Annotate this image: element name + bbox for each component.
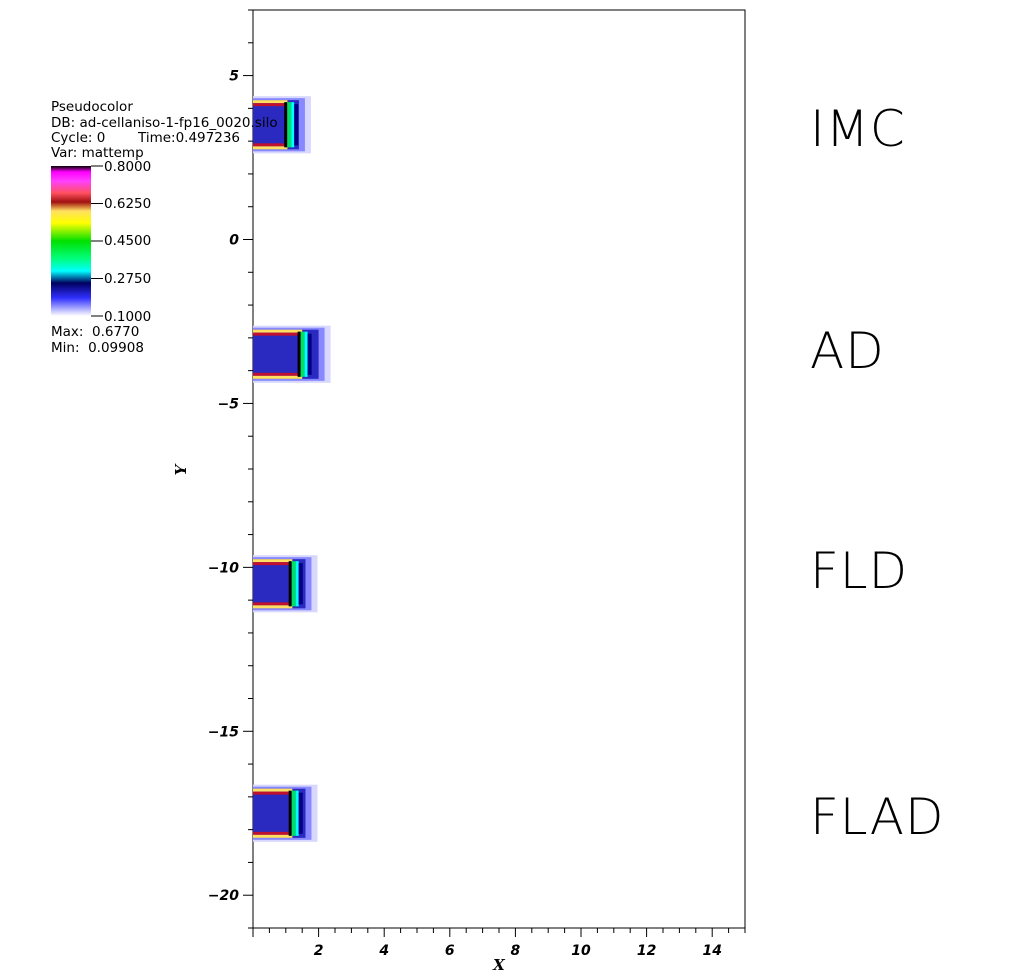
colorbar-tick-label: 0.6250 — [104, 196, 152, 212]
heat-edge — [253, 375, 303, 379]
heat-edge — [253, 791, 293, 795]
label-imc: IMC — [810, 100, 906, 158]
heat-front — [304, 331, 308, 377]
colorbar-tick-label: 0.8000 — [104, 159, 152, 175]
heat-front — [298, 792, 303, 834]
heat-edge — [253, 605, 293, 609]
x-tick-label: 4 — [378, 943, 389, 959]
x-tick-label: 14 — [702, 943, 721, 959]
heat-front — [288, 561, 292, 607]
y-tick-label: −10 — [208, 560, 239, 576]
colorbar — [51, 166, 91, 316]
heat-front — [294, 104, 299, 146]
legend-time: Time:0.497236 — [138, 130, 241, 146]
legend-db: DB: ad-cellaniso-1-fp16_0020.silo — [51, 115, 278, 131]
heat-edge — [253, 559, 293, 563]
x-tick-label: 12 — [637, 943, 656, 959]
heat-edge — [253, 788, 293, 792]
heat-edge — [253, 562, 293, 566]
heat-front — [295, 790, 299, 836]
heat-edge — [253, 372, 303, 376]
heat-edge — [253, 103, 288, 107]
x-tick-label: 2 — [314, 943, 324, 959]
heat-front — [298, 563, 303, 605]
y-tick-label: −5 — [218, 396, 240, 412]
heat-front — [288, 790, 292, 836]
colorbar-tick-label: 0.4500 — [104, 233, 152, 249]
x-axis-title: X — [492, 956, 506, 974]
x-tick-label: 6 — [445, 943, 455, 959]
x-tick-label: 8 — [511, 943, 521, 959]
label-flad: FLAD — [810, 788, 945, 846]
y-tick-label: 5 — [229, 69, 239, 85]
heat-edge — [253, 329, 303, 333]
label-fld: FLD — [810, 542, 909, 600]
heat-front — [300, 331, 305, 377]
heat-edge — [253, 100, 288, 104]
legend-max: Max: 0.6770 — [51, 324, 140, 340]
legend-var: Var: mattemp — [51, 145, 144, 161]
heat-front — [291, 790, 296, 836]
y-tick-label: −15 — [208, 724, 239, 740]
heat-front — [287, 102, 292, 148]
colorbar-tick-label: 0.2750 — [104, 271, 152, 287]
plot-frame — [252, 9, 746, 929]
y-tick-label: 0 — [229, 233, 239, 249]
heatmap-regions — [253, 96, 331, 842]
heat-front — [295, 561, 299, 607]
y-tick-label: −20 — [208, 888, 239, 904]
y-axis-ticks: 5 0 −5 −10 −15 −20 — [208, 9, 253, 929]
heat-front — [297, 331, 301, 377]
colorbar-tick-label: 0.1000 — [104, 309, 152, 325]
x-axis-ticks: 2 4 6 8 10 12 14 — [252, 928, 746, 959]
legend-plot-type: Pseudocolor — [51, 99, 133, 115]
legend-cycle: Cycle: 0 — [51, 130, 106, 146]
x-tick-label: 10 — [571, 943, 591, 959]
heat-edge — [253, 143, 288, 147]
heat-edge — [253, 831, 293, 835]
label-ad: AD — [810, 322, 885, 380]
heat-edge — [253, 602, 293, 606]
heat-front — [291, 102, 295, 148]
heat-front — [284, 102, 288, 148]
y-axis-title: Y — [172, 463, 190, 475]
legend-min: Min: 0.09908 — [51, 340, 144, 356]
colorbar-ticks — [91, 165, 103, 317]
heat-front — [307, 333, 312, 375]
heat-edge — [253, 834, 293, 838]
heat-front — [291, 561, 296, 607]
heat-edge — [253, 146, 288, 150]
heat-edge — [253, 332, 303, 336]
